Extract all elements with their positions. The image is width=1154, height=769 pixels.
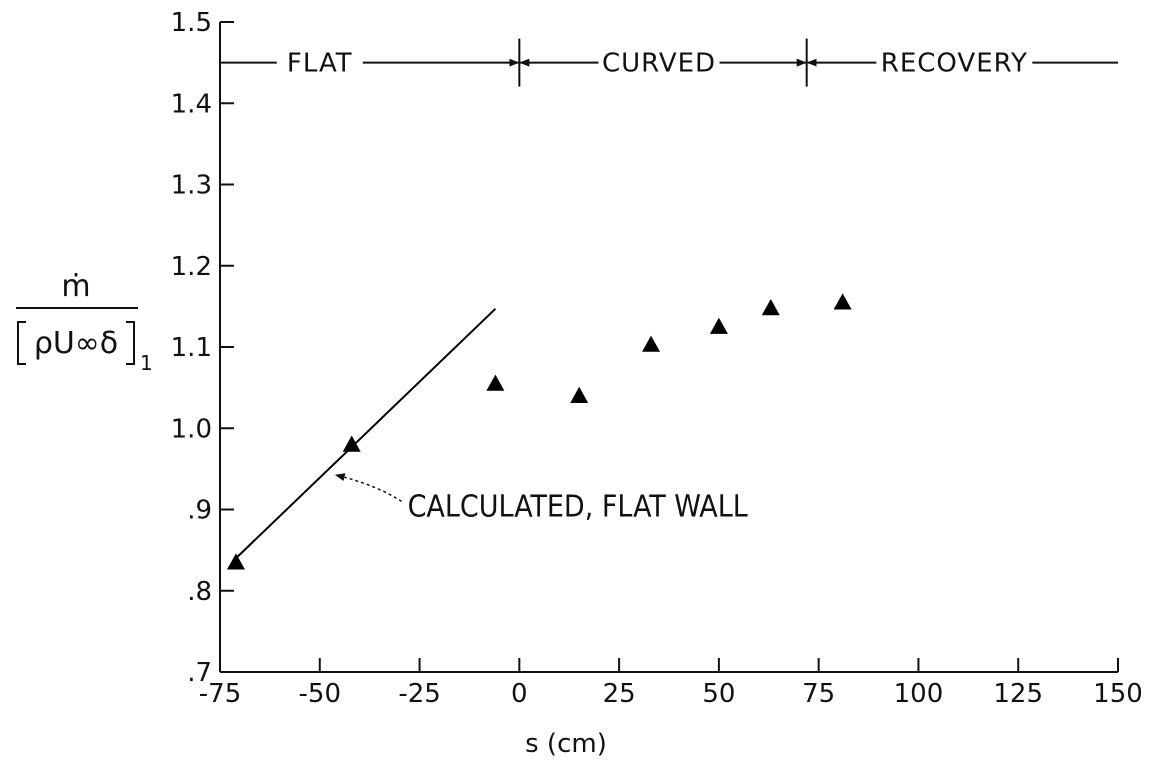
region-label: CURVED <box>602 49 716 79</box>
data-point-triangle <box>570 386 589 403</box>
data-point-triangle <box>226 553 245 570</box>
data-point-triangle <box>486 374 505 391</box>
calculated-line-series <box>235 308 497 559</box>
data-point-triangle <box>833 293 852 310</box>
y-tick-label: 1.2 <box>171 252 212 282</box>
x-tick-label: -75 <box>199 679 241 709</box>
y-tick-label: .8 <box>187 577 212 607</box>
x-tick-label: 100 <box>894 679 944 709</box>
x-tick-label: 50 <box>702 679 735 709</box>
y-tick-label: .9 <box>187 496 212 526</box>
calculated-line <box>235 308 497 559</box>
annotation-text: CALCULATED, FLAT WALL <box>408 489 748 524</box>
data-points <box>226 293 852 570</box>
data-point-triangle <box>342 435 361 452</box>
y-tick-label: 1.3 <box>171 171 212 201</box>
annotation: CALCULATED, FLAT WALL <box>334 473 748 524</box>
region-annotations: FLAT CURVED RECOVERY <box>220 38 1118 87</box>
axes: .7 .8 .9 1.0 1.1 1.2 1.3 1.4 1.5 -75 -50 -25 0 25 50 75… <box>171 8 1143 709</box>
x-tick-label: 75 <box>802 679 835 709</box>
y-label-bracket-right <box>126 321 135 365</box>
annotation-arrow <box>334 473 402 503</box>
y-label-numerator: ṁ <box>61 269 90 304</box>
y-label-subscript: 1 <box>140 351 153 375</box>
x-tick-label: -25 <box>398 679 440 709</box>
x-axis-title: s (cm) <box>525 729 607 759</box>
x-tick-label: 150 <box>1093 679 1143 709</box>
x-tick-label: 25 <box>603 679 636 709</box>
x-tick-label: -50 <box>299 679 341 709</box>
x-tick-label: 125 <box>993 679 1043 709</box>
x-tick-label: 0 <box>511 679 528 709</box>
y-label-denominator: ρU∞δ <box>34 326 118 361</box>
y-label-bracket-left <box>17 321 26 365</box>
data-point-triangle <box>709 317 728 334</box>
y-axis-title: ṁ ρU∞δ 1 <box>16 269 153 375</box>
region-label: FLAT <box>287 49 353 79</box>
region-label: RECOVERY <box>881 49 1028 79</box>
data-point-triangle <box>761 299 780 316</box>
y-tick-label: .7 <box>187 658 212 688</box>
data-point-triangle <box>642 335 661 352</box>
y-tick-label: 1.1 <box>171 333 212 363</box>
y-tick-label: 1.0 <box>171 414 212 444</box>
y-tick-label: 1.5 <box>171 8 212 38</box>
y-tick-label: 1.4 <box>171 89 212 119</box>
